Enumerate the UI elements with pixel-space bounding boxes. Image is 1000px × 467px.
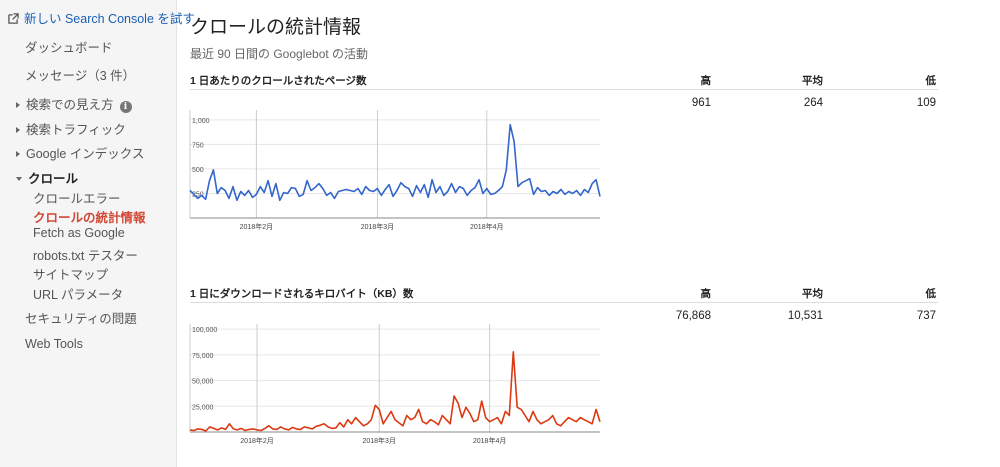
sidebar: 新しい Search Console を試す ダッシュボード メッセージ（3 件… [0,0,195,467]
stat-value-low: 109 [916,97,936,109]
stat-header-high: 高 [700,75,712,87]
section-divider [190,302,938,303]
sidebar-item-fetch-as-google[interactable]: Fetch as Google [33,226,125,240]
sidebar-item-robots-tester[interactable]: robots.txt テスター [33,249,138,263]
sidebar-item-google-index[interactable]: Google インデックス [16,143,144,162]
x-tick-label: 2018年3月 [361,222,394,231]
y-tick-label: 100,000 [192,327,217,334]
stat-header-avg: 平均 [802,288,823,300]
x-tick-label: 2018年4月 [470,222,503,231]
expand-arrow-icon [16,127,20,133]
series-line [189,123,601,202]
stat-value-avg: 10,531 [787,310,823,322]
sidebar-item-crawl[interactable]: クロール [16,168,78,187]
sidebar-item-label: 検索トラフィック [26,123,126,137]
series-line [189,350,601,432]
new-search-console-link[interactable]: 新しい Search Console を試す [8,8,195,27]
expand-arrow-icon [16,151,20,157]
y-tick-label: 50,000 [192,379,214,386]
new-search-console-label: 新しい Search Console を試す [24,12,195,26]
y-tick-label: 75,000 [192,353,214,360]
stat-value-low: 737 [916,310,936,322]
sidebar-item-label: クロール [28,172,79,186]
expand-arrow-icon [16,102,20,108]
stat-value-high: 76,868 [675,310,711,322]
pages-crawled-chart: 250 500 750 1,000 2018年2月 2018年3月 2018年4月 [189,110,601,231]
section-title-pages-crawled: 1 日あたりのクロールされたページ数 [190,75,367,87]
page-subtitle: 最近 90 日間の Googlebot の活動 [190,47,369,61]
sidebar-item-url-parameters[interactable]: URL パラメータ [33,288,124,302]
stat-header-low: 低 [925,288,937,300]
sidebar-item-messages[interactable]: メッセージ（3 件） [25,69,136,83]
sidebar-item-security-issues[interactable]: セキュリティの問題 [25,312,137,326]
page-title: クロールの統計情報 [190,17,362,38]
section-divider [190,89,938,90]
x-tick-label: 2018年4月 [473,436,506,445]
stat-header-high: 高 [700,288,712,300]
y-tick-label: 25,000 [192,404,214,411]
y-tick-label: 1,000 [192,118,210,125]
collapse-arrow-icon [16,177,22,181]
y-tick-label: 750 [192,142,204,149]
stat-header-low: 低 [925,75,937,87]
sidebar-item-search-appearance[interactable]: 検索での見え方 i [16,94,132,113]
sidebar-item-sitemaps[interactable]: サイトマップ [33,268,109,282]
y-tick-label: 250 [192,191,204,198]
sidebar-item-web-tools[interactable]: Web Tools [25,337,83,351]
sidebar-item-crawl-stats[interactable]: クロールの統計情報 [33,211,146,225]
stat-header-avg: 平均 [802,75,823,87]
external-link-icon [8,13,19,24]
sidebar-item-dashboard[interactable]: ダッシュボード [25,41,113,55]
sidebar-item-label: Google インデックス [26,147,145,161]
kb-downloaded-chart: 25,000 50,000 75,000 100,000 2018年2月 2018年3月 2… [189,324,601,445]
stat-value-high: 961 [691,97,711,109]
sidebar-item-search-traffic[interactable]: 検索トラフィック [16,119,126,138]
stat-value-avg: 264 [803,97,823,109]
y-tick-label: 500 [192,167,204,174]
x-tick-label: 2018年3月 [362,436,395,445]
x-tick-label: 2018年2月 [240,436,273,445]
info-icon[interactable]: i [119,101,132,113]
section-title-kb-downloaded: 1 日にダウンロードされるキロバイト（KB）数 [190,288,414,300]
sidebar-item-label: 検索での見え方 [26,98,114,112]
sidebar-item-crawl-errors[interactable]: クロールエラー [33,192,121,206]
x-tick-label: 2018年2月 [240,222,273,231]
